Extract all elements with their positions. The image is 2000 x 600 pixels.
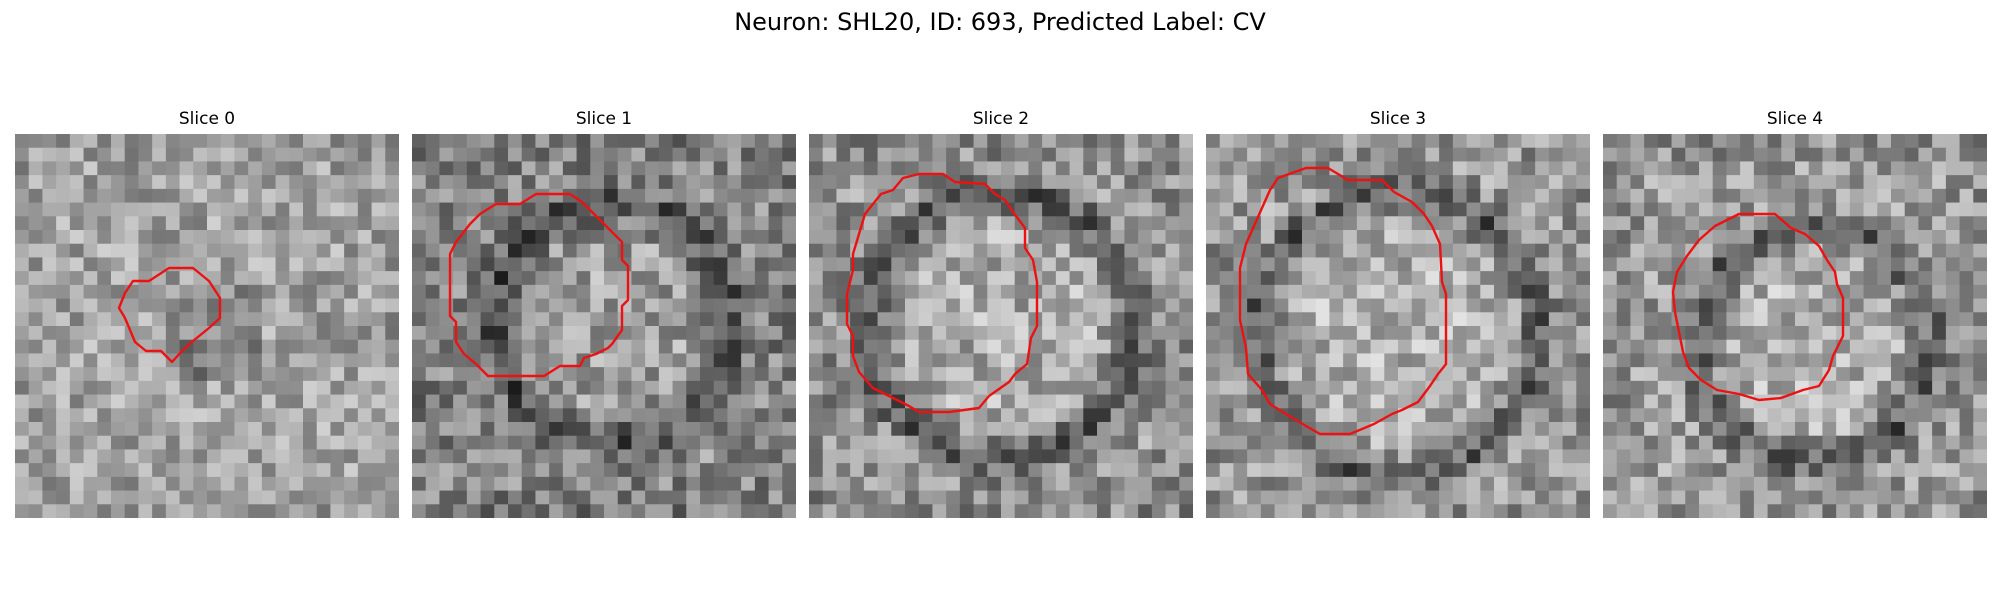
slice-panel-2: Slice 2 [809, 108, 1193, 518]
slice-panel-0: Slice 0 [15, 108, 399, 518]
slice-image-2 [809, 134, 1193, 518]
roi-contour-3 [1238, 166, 1448, 436]
grayscale-pixels-0 [15, 134, 399, 518]
slice-panel-3: Slice 3 [1206, 108, 1590, 518]
slice-panel-4: Slice 4 [1603, 108, 1987, 518]
slice-image-4 [1603, 134, 1987, 518]
slice-image-3 [1206, 134, 1590, 518]
slice-title-0: Slice 0 [178, 109, 236, 129]
slice-image-0 [15, 134, 399, 518]
slice-title-3: Slice 3 [1369, 109, 1427, 129]
figure-title: Neuron: SHL20, ID: 693, Predicted Label:… [734, 8, 1266, 36]
slice-title-4: Slice 4 [1766, 109, 1824, 129]
slice-panel-1: Slice 1 [412, 108, 796, 518]
grayscale-pixels-1 [412, 134, 796, 518]
roi-contour-1 [448, 192, 630, 378]
roi-contour-0 [117, 266, 222, 364]
grayscale-pixels-2 [809, 134, 1193, 518]
slice-image-1 [412, 134, 796, 518]
grayscale-pixels-4 [1603, 134, 1987, 518]
roi-contour-4 [1671, 212, 1845, 402]
grayscale-pixels-3 [1206, 134, 1590, 518]
roi-contour-2 [845, 172, 1039, 414]
slice-title-1: Slice 1 [575, 109, 633, 129]
slice-title-2: Slice 2 [972, 109, 1030, 129]
